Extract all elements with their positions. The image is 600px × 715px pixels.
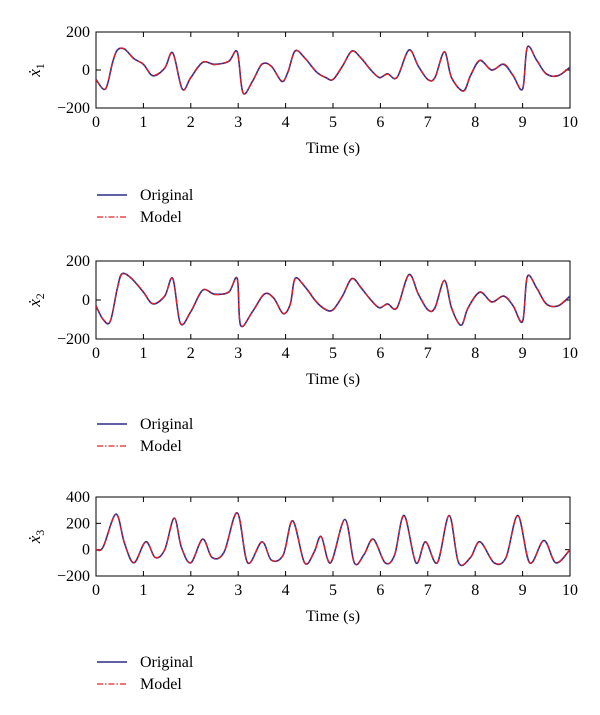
x-tick-label: 7 <box>424 582 432 599</box>
y-tick-label: −200 <box>57 100 90 117</box>
legend-label-model: Model <box>140 676 182 693</box>
series-line-model <box>96 512 570 566</box>
x-tick-label: 9 <box>519 345 527 362</box>
y-axis-label-main: ẋ <box>25 299 44 308</box>
x-axis-label: Time (s) <box>306 371 360 388</box>
y-tick-label: −200 <box>57 568 90 585</box>
x-axis-label: Time (s) <box>306 140 360 157</box>
x-tick-label: 10 <box>562 582 578 599</box>
series-line-original <box>96 272 570 328</box>
x-tick-label: 5 <box>329 345 337 362</box>
series-line-model <box>96 45 570 95</box>
y-tick-label: 0 <box>82 542 90 559</box>
x-tick-label: 3 <box>234 345 242 362</box>
legend-label-original: Original <box>140 416 194 433</box>
x-tick-label: 4 <box>282 345 290 362</box>
y-tick-label: 400 <box>66 489 90 506</box>
series-line-original <box>96 45 570 95</box>
x-tick-label: 2 <box>187 114 195 131</box>
legend-label-original: Original <box>140 187 194 204</box>
x-tick-label: 0 <box>92 582 100 599</box>
x-tick-label: 2 <box>187 345 195 362</box>
x-tick-label: 3 <box>234 582 242 599</box>
x-tick-label: 6 <box>376 345 384 362</box>
x-tick-label: 6 <box>376 582 384 599</box>
y-axis-label-subscript: 3 <box>33 530 47 536</box>
x-tick-label: 4 <box>282 114 290 131</box>
plot-frame <box>95 31 571 109</box>
y-axis-label-main: ẋ <box>25 535 44 544</box>
x-tick-label: 4 <box>282 582 290 599</box>
x-axis-label: Time (s) <box>306 608 360 625</box>
legend-label-original: Original <box>140 654 194 671</box>
x-tick-label: 7 <box>424 114 432 131</box>
y-axis-label: ẋ1 <box>25 63 47 78</box>
x-tick-label: 9 <box>519 582 527 599</box>
x-tick-label: 10 <box>562 114 578 131</box>
y-axis-label-subscript: 2 <box>33 293 47 299</box>
x-tick-label: 0 <box>92 114 100 131</box>
x-tick-label: 3 <box>234 114 242 131</box>
x-tick-label: 9 <box>519 114 527 131</box>
y-axis-label-subscript: 1 <box>33 63 47 69</box>
y-tick-label: 0 <box>82 62 90 79</box>
x-tick-label: 7 <box>424 345 432 362</box>
y-tick-label: 0 <box>82 292 90 309</box>
x-tick-label: 8 <box>471 345 479 362</box>
legend-label-model: Model <box>140 209 182 226</box>
x-tick-label: 10 <box>562 345 578 362</box>
y-tick-label: 200 <box>66 24 90 41</box>
x-tick-label: 1 <box>139 582 147 599</box>
x-tick-label: 5 <box>329 114 337 131</box>
x-tick-label: 1 <box>139 114 147 131</box>
series-line-model <box>96 272 570 327</box>
y-axis-label: ẋ2 <box>25 293 47 308</box>
y-tick-label: 200 <box>66 253 90 270</box>
plot-frame <box>95 260 571 340</box>
x-tick-label: 5 <box>329 582 337 599</box>
y-axis-label: ẋ3 <box>25 530 47 545</box>
y-tick-label: 200 <box>66 515 90 532</box>
x-tick-label: 6 <box>376 114 384 131</box>
legend-label-model: Model <box>140 438 182 455</box>
x-tick-label: 8 <box>471 582 479 599</box>
y-axis-label-main: ẋ <box>25 69 44 78</box>
y-tick-label: −200 <box>57 331 90 348</box>
x-tick-label: 0 <box>92 345 100 362</box>
x-tick-label: 8 <box>471 114 479 131</box>
x-tick-label: 1 <box>139 345 147 362</box>
x-tick-label: 2 <box>187 582 195 599</box>
